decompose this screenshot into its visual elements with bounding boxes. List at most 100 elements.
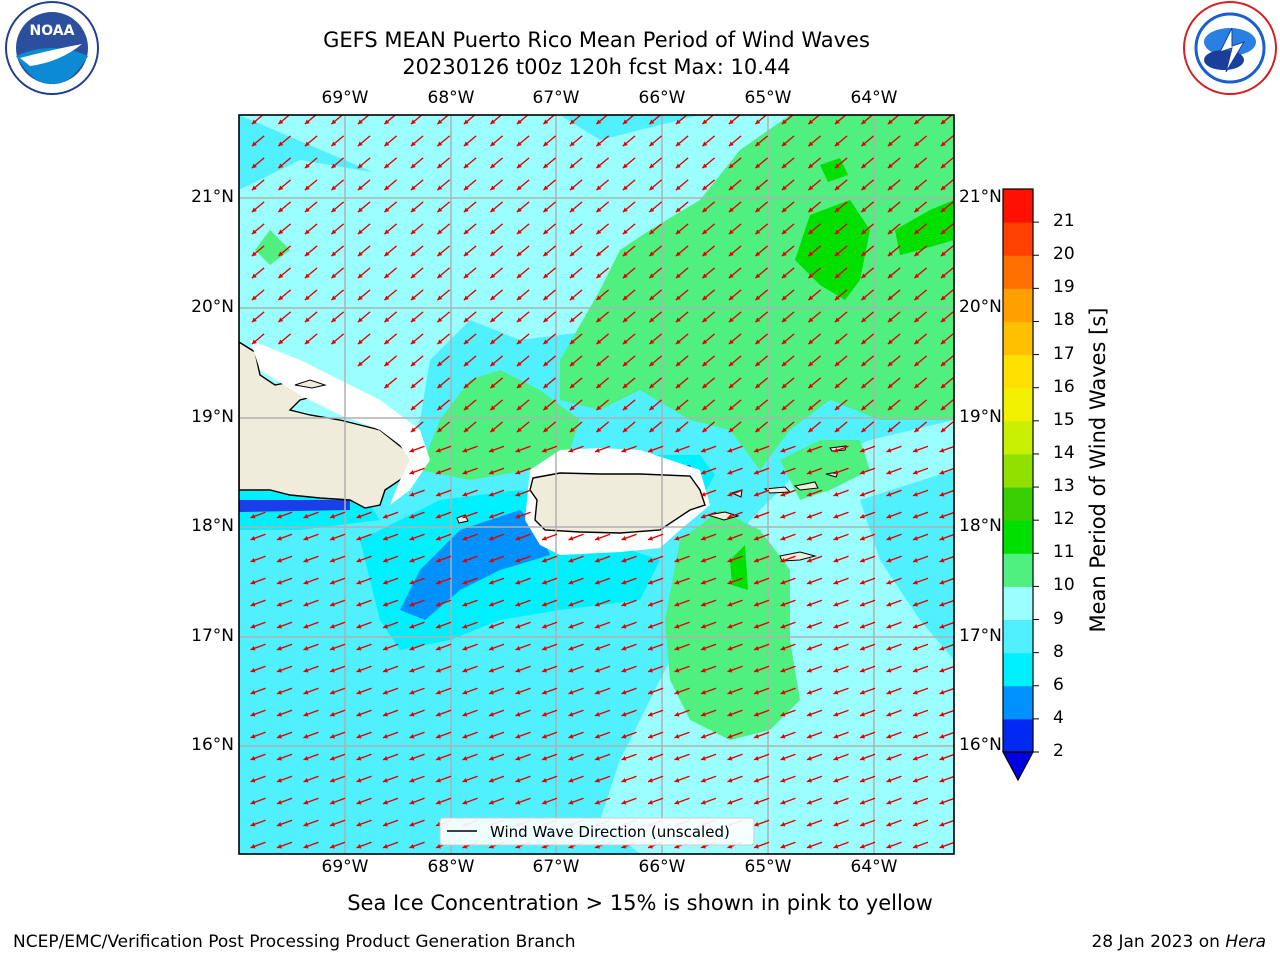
wave-direction-arrow [806,489,823,497]
wave-direction-arrow [754,267,769,279]
wave-direction-arrow [516,289,530,301]
wave-direction-arrow [940,157,954,169]
wave-direction-arrow [595,157,610,169]
wave-direction-arrow [939,555,954,563]
wave-direction-arrow [304,311,318,323]
wave-direction-arrow [806,687,823,695]
wave-direction-arrow [674,731,690,739]
wave-direction-arrow [912,841,929,849]
colorbar-tick-label: 2 [1053,741,1064,761]
wave-direction-arrow [939,489,954,497]
wave-direction-arrow [250,775,266,783]
wave-direction-arrow [648,377,663,389]
wave-direction-arrow [648,267,663,279]
wave-direction-arrow [675,223,689,235]
wave-direction-arrow [833,687,849,695]
wave-direction-arrow [329,731,346,739]
wave-direction-arrow [410,355,424,367]
wave-direction-arrow [251,201,265,213]
wave-direction-arrow [754,223,769,235]
wave-direction-arrow [516,311,530,323]
colorbar-segment [1003,387,1033,422]
wave-direction-arrow [436,311,451,323]
wave-direction-arrow [489,179,504,191]
wave-direction-arrow [515,555,531,563]
wave-direction-arrow [859,643,876,651]
wave-direction-arrow [621,731,637,739]
wave-direction-arrow [753,731,770,739]
wave-direction-arrow [754,289,769,301]
wave-direction-arrow [329,819,346,827]
wave-direction-arrow [886,753,902,761]
wave-direction-arrow [622,157,636,169]
colorbar-tick-label: 13 [1053,476,1075,497]
wave-direction-arrow [887,179,901,191]
island-tortola [793,481,819,491]
wave-direction-arrow [833,445,849,453]
wave-direction-arrow [700,775,717,783]
wave-direction-arrow [940,421,954,433]
wave-direction-arrow [462,643,478,651]
wave-direction-arrow [860,135,875,147]
wave-direction-arrow [330,289,345,301]
wave-direction-arrow [462,775,478,783]
wave-direction-arrow [436,355,451,367]
wave-direction-arrow [781,377,795,389]
wave-direction-arrow [806,797,823,805]
wave-direction-arrow [568,533,584,541]
wave-direction-arrow [488,489,505,497]
wave-direction-arrow [700,665,717,673]
wave-direction-arrow [912,643,929,651]
wave-direction-arrow [675,333,689,345]
wave-direction-arrow [940,355,954,367]
wave-direction-arrow [382,621,399,629]
wave-direction-arrow [834,333,848,345]
wave-direction-arrow [516,223,530,235]
wave-direction-arrow [912,489,929,497]
wave-direction-arrow [356,599,372,607]
wave-direction-arrow [276,511,293,519]
wave-direction-arrow [675,289,689,301]
wave-direction-arrow [329,511,346,519]
wave-direction-arrow [728,289,742,301]
colorbar-segment [1003,586,1033,621]
wave-direction-arrow [357,179,371,191]
wave-direction-arrow [833,599,849,607]
wave-direction-arrow [807,311,822,323]
wave-direction-arrow [727,775,743,783]
wave-direction-arrow [435,709,452,717]
wave-direction-arrow [356,797,372,805]
wave-direction-arrow [410,245,424,257]
wave-direction-arrow [542,135,557,147]
wave-direction-arrow [912,775,929,783]
wave-direction-arrow [277,245,292,257]
wave-direction-arrow [700,731,717,739]
footer-host: Hera [1225,932,1266,952]
wave-direction-arrow [409,511,425,519]
wave-direction-arrow [516,355,530,367]
wave-direction-arrow [542,201,557,213]
wave-direction-arrow [940,399,954,411]
wave-direction-arrow [647,665,664,673]
wave-direction-arrow [356,753,372,761]
wave-direction-arrow [674,797,690,805]
colorbar-tick-label: 10 [1053,575,1075,596]
colorbar-segment [1003,255,1033,289]
wave-direction-arrow [806,445,823,453]
wave-direction-arrow [675,421,689,433]
wave-direction-arrow [886,599,902,607]
wave-direction-arrow [516,135,530,147]
wave-direction-arrow [887,223,901,235]
wave-direction-arrow [541,775,558,783]
wave-direction-arrow [621,687,637,695]
wave-direction-arrow [806,775,823,783]
wave-direction-arrow [833,533,849,541]
wave-direction-arrow [569,201,583,213]
wave-direction-arrow [940,377,954,389]
wave-direction-arrow [753,489,770,497]
wave-direction-arrow [781,179,795,191]
wave-direction-arrow [489,245,504,257]
wave-direction-arrow [462,445,478,453]
wave-direction-arrow [568,753,584,761]
wave-direction-arrow [939,621,954,629]
